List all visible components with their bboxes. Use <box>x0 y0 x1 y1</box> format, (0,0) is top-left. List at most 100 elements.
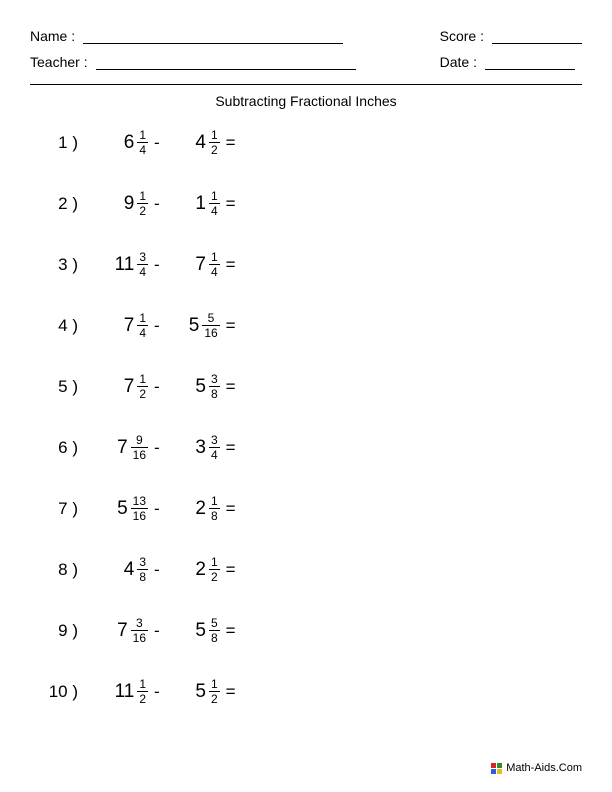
equals-sign: = <box>226 194 236 214</box>
worksheet-title: Subtracting Fractional Inches <box>30 93 582 109</box>
numerator-a: 9 <box>134 434 145 447</box>
operand-a: 712 <box>96 373 148 400</box>
problem-number: 7 ) <box>38 499 78 519</box>
numerator-a: 3 <box>134 617 145 630</box>
equals-sign: = <box>226 682 236 702</box>
denominator-b: 8 <box>209 630 220 644</box>
problem-number: 4 ) <box>38 316 78 336</box>
equals-sign: = <box>226 377 236 397</box>
fraction-b: 38 <box>209 373 220 400</box>
equals-sign: = <box>226 255 236 275</box>
fraction-b: 14 <box>209 190 220 217</box>
denominator-b: 2 <box>209 691 220 705</box>
fraction-a: 316 <box>131 617 148 644</box>
whole-b: 2 <box>195 498 206 520</box>
date-label: Date : <box>440 54 477 70</box>
denominator-a: 2 <box>137 691 148 705</box>
denominator-a: 16 <box>131 447 148 461</box>
whole-b: 3 <box>195 437 206 459</box>
worksheet-header: Name : Teacher : Score : Date : <box>30 28 582 70</box>
fraction-a: 14 <box>137 312 148 339</box>
problem-row: 3 )1134-714= <box>38 251 582 278</box>
operand-b: 212 <box>168 556 220 583</box>
whole-a: 11 <box>115 681 135 703</box>
fraction-b: 58 <box>209 617 220 644</box>
denominator-a: 16 <box>131 508 148 522</box>
equals-sign: = <box>226 316 236 336</box>
teacher-line <box>96 54 356 70</box>
denominator-b: 2 <box>209 142 220 156</box>
equals-sign: = <box>226 438 236 458</box>
numerator-b: 1 <box>209 190 220 203</box>
problem-row: 9 )7316-558= <box>38 617 582 644</box>
header-right: Score : Date : <box>440 28 582 70</box>
whole-b: 2 <box>195 559 206 581</box>
numerator-b: 5 <box>209 617 220 630</box>
fraction-b: 18 <box>209 495 220 522</box>
operand-a: 1112 <box>96 678 148 705</box>
problem-row: 10 )1112-512= <box>38 678 582 705</box>
operand-a: 614 <box>96 129 148 156</box>
whole-a: 11 <box>115 254 135 276</box>
operand-b: 714 <box>168 251 220 278</box>
problem-number: 1 ) <box>38 133 78 153</box>
problem-number: 5 ) <box>38 377 78 397</box>
operand-a: 1134 <box>96 251 148 278</box>
problem-number: 3 ) <box>38 255 78 275</box>
denominator-a: 8 <box>137 569 148 583</box>
operand-b: 412 <box>168 129 220 156</box>
fraction-a: 34 <box>137 251 148 278</box>
operand-a: 7916 <box>96 434 148 461</box>
fraction-b: 12 <box>209 556 220 583</box>
teacher-field: Teacher : <box>30 54 356 70</box>
denominator-b: 4 <box>209 264 220 278</box>
operand-b: 334 <box>168 434 220 461</box>
whole-b: 1 <box>195 193 206 215</box>
date-field: Date : <box>440 54 582 70</box>
minus-operator: - <box>154 316 160 336</box>
operand-b: 558 <box>168 617 220 644</box>
operand-a: 438 <box>96 556 148 583</box>
problem-row: 6 )7916-334= <box>38 434 582 461</box>
minus-operator: - <box>154 621 160 641</box>
numerator-a: 1 <box>137 190 148 203</box>
operand-a: 912 <box>96 190 148 217</box>
score-label: Score : <box>440 28 484 44</box>
problem-row: 7 )51316-218= <box>38 495 582 522</box>
numerator-b: 1 <box>209 678 220 691</box>
fraction-b: 516 <box>202 312 219 339</box>
denominator-a: 4 <box>137 325 148 339</box>
teacher-label: Teacher : <box>30 54 88 70</box>
whole-a: 7 <box>117 620 128 642</box>
numerator-a: 1 <box>137 373 148 386</box>
denominator-a: 16 <box>131 630 148 644</box>
numerator-a: 1 <box>137 129 148 142</box>
numerator-a: 13 <box>131 495 148 508</box>
operand-a: 51316 <box>96 495 148 522</box>
minus-operator: - <box>154 682 160 702</box>
operand-b: 538 <box>168 373 220 400</box>
denominator-a: 4 <box>137 142 148 156</box>
whole-a: 4 <box>124 559 135 581</box>
denominator-b: 16 <box>202 325 219 339</box>
header-left: Name : Teacher : <box>30 28 356 70</box>
fraction-a: 12 <box>137 190 148 217</box>
numerator-a: 3 <box>137 556 148 569</box>
fraction-b: 12 <box>209 678 220 705</box>
whole-a: 5 <box>117 498 128 520</box>
numerator-b: 1 <box>209 251 220 264</box>
whole-b: 4 <box>195 132 206 154</box>
whole-a: 7 <box>124 376 135 398</box>
problem-number: 8 ) <box>38 560 78 580</box>
minus-operator: - <box>154 377 160 397</box>
operand-a: 714 <box>96 312 148 339</box>
whole-a: 7 <box>117 437 128 459</box>
fraction-a: 12 <box>137 678 148 705</box>
operand-b: 5516 <box>168 312 220 339</box>
whole-b: 5 <box>195 681 206 703</box>
numerator-b: 3 <box>209 434 220 447</box>
numerator-b: 1 <box>209 129 220 142</box>
whole-b: 5 <box>195 376 206 398</box>
operand-a: 7316 <box>96 617 148 644</box>
minus-operator: - <box>154 194 160 214</box>
